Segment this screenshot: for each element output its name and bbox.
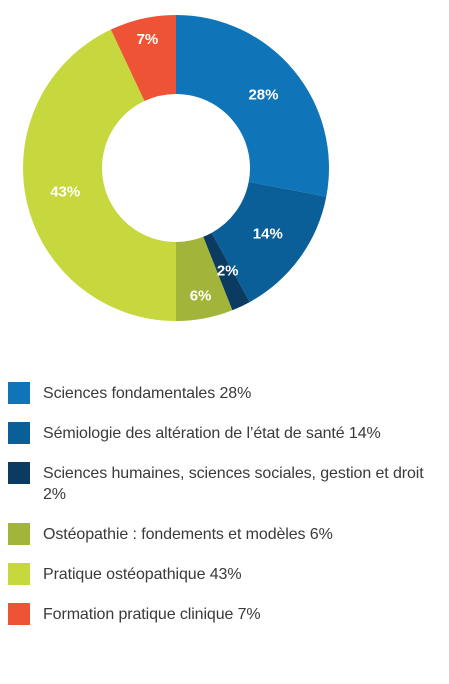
legend-label: Sciences fondamentales 28% (43, 385, 252, 402)
legend-item: Sciences humaines, sciences sociales, ge… (8, 462, 444, 505)
donut-slice (211, 181, 327, 303)
slice-value-label: 7% (137, 31, 159, 48)
legend-item: Sciences fondamentales 28% (8, 382, 444, 404)
legend-label: Pratique ostéopathique 43% (43, 566, 242, 583)
slice-value-label: 6% (190, 288, 212, 305)
slice-value-label: 14% (253, 226, 283, 243)
legend-item: Sémiologie des altération de l’état de s… (8, 422, 444, 444)
legend-label: Sciences humaines, sciences sociales, ge… (43, 465, 424, 503)
legend-item: Ostéopathie : fondements et modèles 6% (8, 523, 444, 545)
donut-slice (22, 29, 177, 321)
donut-slice (176, 15, 329, 197)
slice-value-label: 2% (217, 262, 239, 279)
legend-swatch (8, 603, 30, 625)
legend-label: Sémiologie des altération de l’état de s… (43, 425, 381, 442)
donut-slices (22, 15, 329, 321)
legend-label: Formation pratique clinique 7% (43, 606, 261, 623)
legend-item: Pratique ostéopathique 43% (8, 563, 444, 585)
legend-item: Formation pratique clinique 7% (8, 603, 444, 625)
legend-swatch (8, 523, 30, 545)
slice-value-label: 43% (50, 184, 80, 201)
donut-slice (203, 232, 250, 311)
donut-slice (110, 15, 176, 102)
legend-swatch (8, 422, 30, 444)
donut-slice (176, 236, 233, 321)
legend-label: Ostéopathie : fondements et modèles 6% (43, 526, 333, 543)
donut-chart: 28% 14% 2% 6% 43% 7% (22, 15, 329, 321)
legend-swatch (8, 563, 30, 585)
donut-labels: 28% 14% 2% 6% 43% 7% (50, 31, 283, 305)
legend-swatch (8, 382, 30, 404)
legend-swatch (8, 462, 30, 484)
legend: Sciences fondamentales 28% Sémiologie de… (8, 382, 444, 643)
slice-value-label: 28% (248, 87, 278, 104)
